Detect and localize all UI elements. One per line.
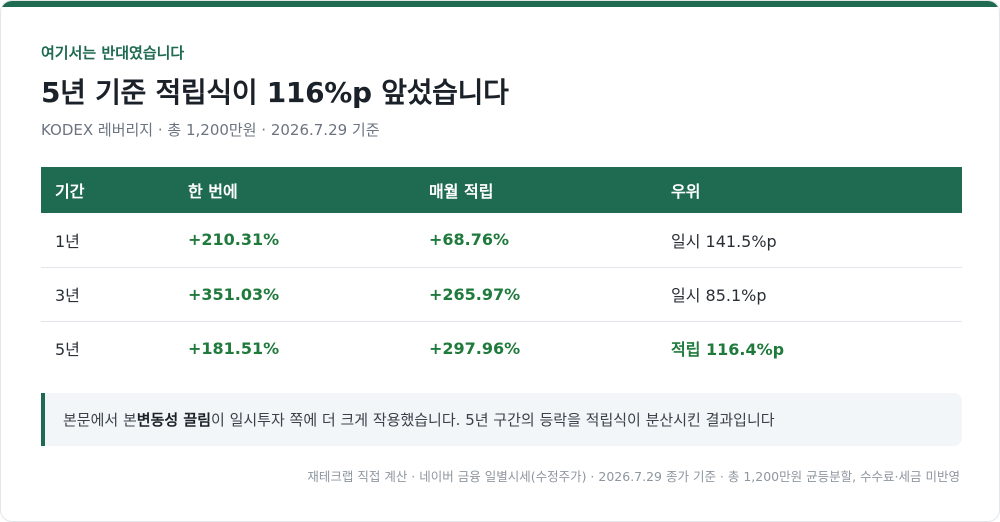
returns-table: 기간 한 번에 매월 적립 우위 1년 +210.31% +68.76% 일시 … [41, 167, 962, 375]
column-header-period: 기간 [55, 182, 85, 201]
cell-period: 3년 [55, 286, 80, 305]
cell-winner: 적립 116.4%p [671, 340, 785, 360]
note-suffix: 이 일시투자 쪽에 더 크게 작용했습니다. 5년 구간의 등락을 적립식이 분… [211, 411, 775, 429]
cell-winner: 일시 85.1%p [671, 286, 767, 305]
cell-lump-return: +181.51% [188, 338, 280, 358]
page-title: 5년 기준 적립식이 116%p 앞섰습니다 [41, 76, 509, 109]
cell-lump-return: +351.03% [188, 284, 280, 304]
accent-bar [1, 1, 999, 7]
source-footnote: 재테크랩 직접 계산 · 네이버 금융 일별시세(수정주가) · 2026.7.… [307, 469, 960, 484]
cell-monthly-return: +68.76% [429, 230, 510, 250]
eyebrow-label: 여기서는 반대였습니다 [41, 44, 185, 62]
table-row: 5년 +181.51% +297.96% 적립 116.4%p [41, 321, 962, 375]
cell-monthly-return: +265.97% [429, 284, 521, 304]
cell-period: 1년 [55, 231, 80, 251]
table-row: 1년 +210.31% +68.76% 일시 141.5%p [41, 213, 962, 267]
column-header-winner: 우위 [671, 182, 701, 201]
cell-lump-return: +210.31% [188, 230, 280, 250]
column-header-monthly: 매월 적립 [429, 182, 494, 201]
callout-note: 본문에서 본 변동성 끌림 이 일시투자 쪽에 더 크게 작용했습니다. 5년 구… [41, 393, 962, 446]
column-header-lump-sum: 한 번에 [188, 182, 238, 201]
cell-winner: 일시 141.5%p [671, 231, 777, 251]
table-row: 3년 +351.03% +265.97% 일시 85.1%p [41, 267, 962, 321]
note-prefix: 본문에서 본 [63, 411, 137, 429]
cell-monthly-return: +297.96% [429, 338, 521, 358]
cell-period: 5년 [55, 340, 80, 360]
page-subtitle: KODEX 레버리지 · 총 1,200만원 · 2026.7.29 기준 [41, 121, 380, 139]
note-emphasis: 변동성 끌림 [136, 411, 212, 429]
table-header: 기간 한 번에 매월 적립 우위 [41, 167, 962, 213]
